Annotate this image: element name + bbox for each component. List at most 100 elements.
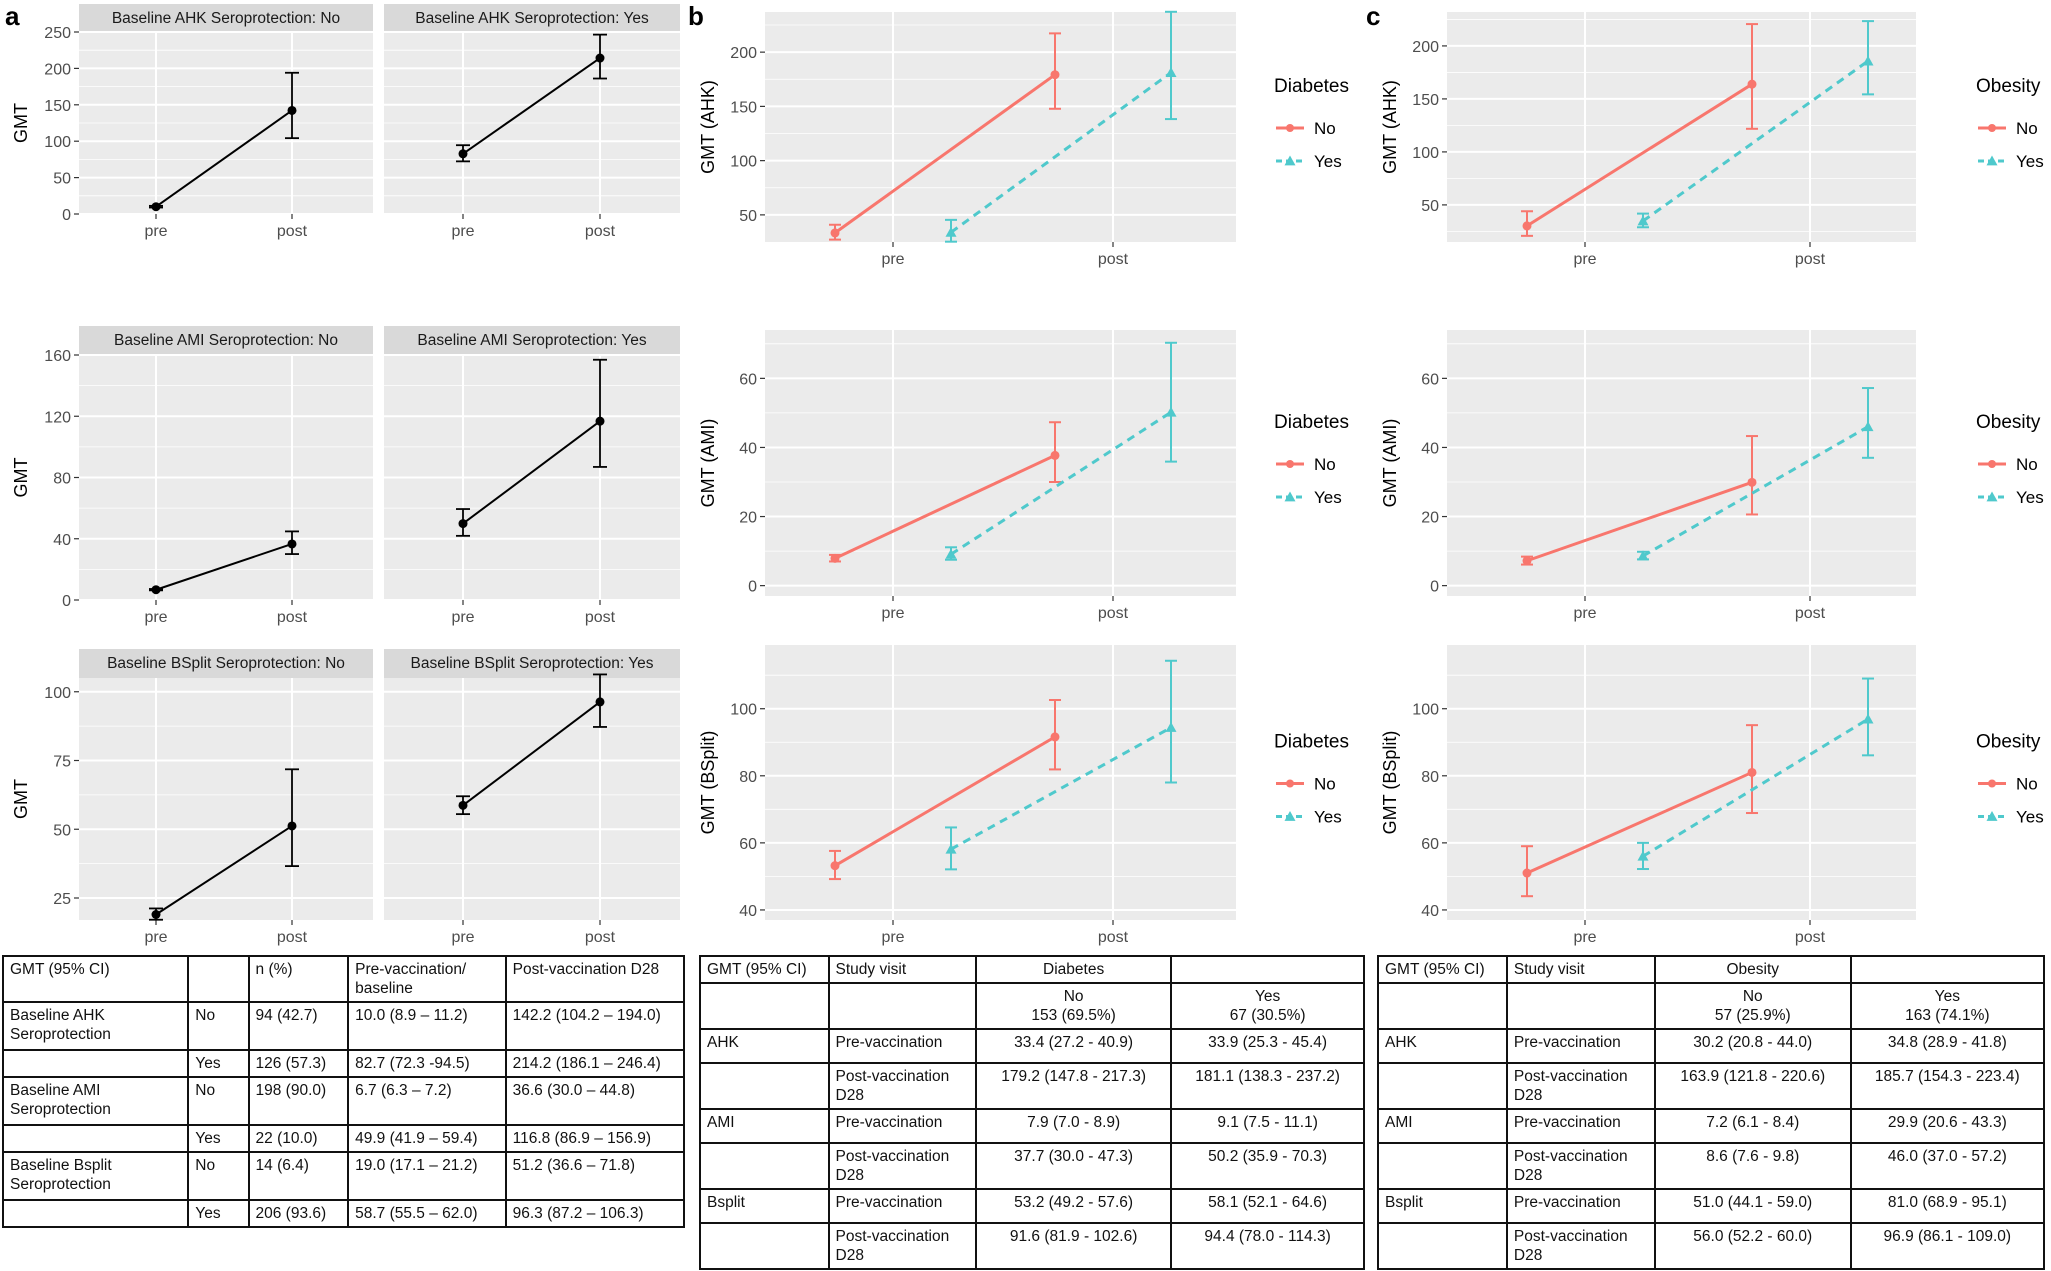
y-tick-label: 25 bbox=[53, 891, 71, 908]
legend-label: No bbox=[1314, 455, 1336, 474]
table-cell bbox=[699, 1222, 830, 1270]
table-cell bbox=[1, 1199, 190, 1228]
table-row: AMI Pre-vaccination 7.9 (7.0 - 8.9) 9.1 (7.… bbox=[699, 1108, 1365, 1144]
series-line bbox=[462, 57, 601, 155]
data-point bbox=[1747, 767, 1757, 777]
x-tick-label: pre bbox=[144, 609, 167, 626]
table-cell: Diabetes bbox=[975, 955, 1173, 984]
facet-strip-label: Baseline AHK Seroprotection: Yes bbox=[415, 10, 649, 27]
table-row: Baseline AHK Seroprotection No 94 (42.7) 10… bbox=[1, 1001, 686, 1051]
table-cell: 163.9 (121.8 - 220.6) bbox=[1653, 1062, 1852, 1110]
y-axis-title: GMT (BSplit) bbox=[1380, 731, 1400, 835]
table-cell: Post-vaccination D28 bbox=[1505, 1222, 1656, 1270]
figure-canvas: a b c Baseline AHK Seroprotection: No pre pos… bbox=[5, 1, 2044, 946]
series-line-yes bbox=[950, 410, 1172, 556]
y-tick-label: 80 bbox=[739, 769, 757, 786]
y-tick-label: 20 bbox=[1421, 510, 1439, 527]
table-cell: Baseline AMI Seroprotection bbox=[1, 1076, 190, 1126]
x-tick-label: pre bbox=[144, 929, 167, 946]
data-point bbox=[1050, 732, 1060, 742]
data-point bbox=[1862, 421, 1874, 432]
x-tick-label: post bbox=[1795, 605, 1826, 622]
legend-title: Diabetes bbox=[1274, 76, 1349, 97]
table-row: AHK Pre-vaccination 33.4 (27.2 - 40.9) 33.9… bbox=[699, 1028, 1365, 1064]
legend-key-point bbox=[1988, 779, 1996, 788]
plot-panel bbox=[765, 330, 1236, 596]
panel-letter: c bbox=[1366, 1, 1380, 31]
facet-strip-label: Baseline AMI Seroprotection: Yes bbox=[417, 332, 646, 349]
table-cell: 58.7 (55.5 – 62.0) bbox=[347, 1199, 507, 1228]
y-tick-label: 0 bbox=[748, 579, 757, 596]
table-cell: AMI bbox=[699, 1108, 830, 1144]
data-point bbox=[1165, 67, 1177, 78]
table-cell: No bbox=[187, 1151, 250, 1201]
y-axis-title: GMT (AMI) bbox=[698, 419, 718, 508]
table-cell: Obesity bbox=[1653, 955, 1852, 984]
table-cell: 51.0 (44.1 - 59.0) bbox=[1653, 1188, 1852, 1224]
facet-strip-label: Baseline AMI Seroprotection: No bbox=[114, 332, 338, 349]
table-cell: 22 (10.0) bbox=[247, 1124, 350, 1153]
table-cell: 206 (93.6) bbox=[247, 1199, 350, 1228]
legend-key-point bbox=[1284, 811, 1296, 821]
table-cell: Yes bbox=[187, 1124, 250, 1153]
legend-key-point bbox=[1988, 124, 1996, 132]
table-cell: Pre-vaccination bbox=[827, 1028, 978, 1064]
table-row: Baseline Bsplit Seroprotection No 14 (6.4)… bbox=[1, 1151, 686, 1201]
table-cell: 8.6 (7.6 - 9.8) bbox=[1653, 1142, 1852, 1190]
series-line-yes bbox=[1642, 59, 1869, 223]
series-line-no bbox=[834, 454, 1056, 560]
y-axis-title: GMT bbox=[11, 458, 31, 498]
y-tick-label: 80 bbox=[1421, 769, 1439, 786]
table-row: Post-vaccination D28 56.0 (52.2 - 60.0) 96… bbox=[1377, 1222, 2046, 1270]
table-cell: Study visit bbox=[1505, 955, 1656, 984]
table-cell: Post-vaccination D28 bbox=[1505, 1142, 1656, 1190]
series-line bbox=[155, 109, 293, 208]
x-tick-label: pre bbox=[1573, 605, 1596, 622]
series-line-no bbox=[834, 73, 1056, 235]
x-tick-label: pre bbox=[881, 251, 904, 268]
facet-strip bbox=[79, 326, 373, 355]
table-row: Yes 126 (57.3) 82.7 (72.3 -94.5) 214.2 (186… bbox=[1, 1049, 686, 1078]
x-tick-label: pre bbox=[144, 223, 167, 240]
series-line bbox=[155, 543, 293, 591]
table-cell: Post-vaccination D28 bbox=[827, 1222, 978, 1270]
y-tick-label: 150 bbox=[1412, 92, 1439, 109]
data-point bbox=[945, 548, 957, 559]
y-tick-label: 160 bbox=[44, 348, 71, 365]
data-point bbox=[287, 539, 297, 549]
series-line bbox=[155, 825, 293, 916]
table-panel-b: GMT (95% CI) Study visit Diabetes No 153 (6… bbox=[699, 955, 1365, 1270]
table-cell bbox=[1505, 982, 1656, 1030]
y-axis-title: GMT (AMI) bbox=[1380, 419, 1400, 508]
data-point bbox=[830, 861, 840, 871]
x-tick-label: pre bbox=[1573, 929, 1596, 946]
y-tick-label: 100 bbox=[730, 702, 757, 719]
data-point bbox=[287, 105, 297, 115]
y-tick-label: 50 bbox=[53, 822, 71, 839]
table-cell: Post-vaccination D28 bbox=[1505, 1062, 1656, 1110]
table-cell: 198 (90.0) bbox=[247, 1076, 350, 1126]
y-tick-label: 40 bbox=[1421, 903, 1439, 920]
table-cell: Post-vaccination D28 bbox=[504, 955, 686, 1003]
table-cell: 56.0 (52.2 - 60.0) bbox=[1653, 1222, 1852, 1270]
table-row: Post-vaccination D28 179.2 (147.8 - 217.3… bbox=[699, 1062, 1365, 1110]
table-cell: Post-vaccination D28 bbox=[827, 1142, 978, 1190]
table-cell: 33.9 (25.3 - 45.4) bbox=[1170, 1028, 1365, 1064]
facet-strip bbox=[384, 649, 680, 678]
y-tick-label: 200 bbox=[1412, 39, 1439, 56]
data-point bbox=[151, 202, 161, 212]
facet-strip bbox=[79, 4, 373, 32]
legend-label: No bbox=[2016, 119, 2038, 138]
y-tick-label: 40 bbox=[53, 532, 71, 549]
data-point bbox=[595, 416, 605, 426]
y-tick-label: 60 bbox=[1421, 836, 1439, 853]
legend-label: Yes bbox=[1314, 488, 1342, 507]
plot-panel bbox=[384, 678, 680, 920]
y-axis-title: GMT bbox=[11, 103, 31, 143]
y-tick-label: 100 bbox=[730, 154, 757, 171]
y-tick-label: 150 bbox=[730, 99, 757, 116]
data-point bbox=[151, 585, 161, 595]
legend-label: No bbox=[1314, 775, 1336, 794]
table-cell: Yes 163 (74.1%) bbox=[1849, 982, 2046, 1030]
table-cell: 96.3 (87.2 – 106.3) bbox=[504, 1199, 686, 1228]
